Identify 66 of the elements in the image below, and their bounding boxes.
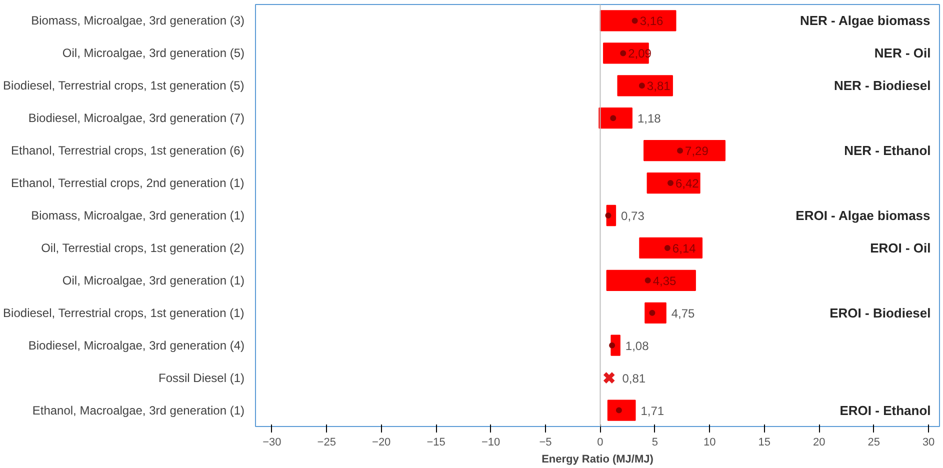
x-tick-label: 10 xyxy=(704,436,716,448)
y2-tick-label: EROI - Biodiesel xyxy=(830,305,931,320)
x-tick-label: −15 xyxy=(426,436,446,448)
x-tick-label: 5 xyxy=(652,436,658,448)
y2-tick-label: NER - Algae biomass xyxy=(800,13,930,28)
data-label: 0,73 xyxy=(621,209,645,223)
bar xyxy=(644,302,666,324)
point xyxy=(602,372,616,384)
bar xyxy=(600,10,676,32)
y-tick-label: Biomass, Microalgae, 3rd generation (1) xyxy=(31,208,245,222)
y-tick-label: Oil, Microalgae, 3rd generation (5) xyxy=(62,46,245,60)
bar xyxy=(606,270,696,291)
bar xyxy=(617,75,673,96)
bar xyxy=(644,140,726,162)
x-tick-label: −5 xyxy=(539,436,552,448)
y-tick-label: Ethanol, Macroalgae, 3rd generation (1) xyxy=(32,403,245,418)
y-tick-label: Ethanol, Terrestial crops, 2nd generation (1) xyxy=(11,176,244,190)
y2-tick-label: EROI - Oil xyxy=(870,240,931,256)
y-tick-label: Biodiesel, Microalgae, 3rd generation (4) xyxy=(28,338,245,352)
point xyxy=(644,277,651,284)
y2-tick-label: EROI - Ethanol xyxy=(840,402,931,418)
point xyxy=(610,115,616,122)
point xyxy=(664,244,670,251)
y-tick-label: Oil, Microalgae, 3rd generation (1) xyxy=(62,273,245,288)
point xyxy=(638,82,645,89)
y-tick-label: Fossil Diesel (1) xyxy=(158,370,245,385)
bar xyxy=(646,172,700,194)
x-tick-label: −20 xyxy=(372,436,391,448)
x-axis-title: Energy Ratio (MJ/MJ) xyxy=(542,454,654,466)
x-tick-label: 20 xyxy=(813,436,826,448)
x-tick-label: 30 xyxy=(922,436,935,448)
point xyxy=(677,148,684,154)
x-tick-label: −10 xyxy=(481,436,500,448)
data-label: 7,29 xyxy=(685,144,709,158)
x-tick-label: 15 xyxy=(758,436,771,448)
bar xyxy=(639,237,703,259)
data-label: 4,35 xyxy=(652,274,677,288)
x-tick-label: −25 xyxy=(317,436,336,448)
data-label: 0,81 xyxy=(622,371,646,386)
y-tick-label: Biodiesel, Terrestrial crops, 1st generation (1) xyxy=(3,306,244,320)
data-label: 6,14 xyxy=(672,241,696,256)
bar xyxy=(598,108,632,129)
y-tick-label: Biodiesel, Terrestrial crops, 1st generation (5) xyxy=(3,78,244,93)
y-tick-label: Biomass, Microalgae, 3rd generation (3) xyxy=(31,14,245,28)
x-tick-label: 25 xyxy=(868,436,880,448)
data-label: 6,42 xyxy=(675,176,700,191)
point xyxy=(620,50,626,56)
y-tick-label: Ethanol, Terrestrial crops, 1st generation (6) xyxy=(11,144,244,158)
x-tick-label: 0 xyxy=(597,436,604,448)
y2-tick-label: NER - Oil xyxy=(874,46,931,61)
point xyxy=(632,18,638,24)
x-tick-label: −30 xyxy=(262,436,282,448)
y-tick-label: Biodiesel, Microalgae, 3rd generation (7) xyxy=(28,111,245,126)
bar xyxy=(607,400,636,421)
data-label: 1,71 xyxy=(640,404,664,418)
y2-tick-label: NER - Biodiesel xyxy=(834,78,931,94)
y-tick-label: Oil, Terrestial crops, 1st generation (2) xyxy=(41,240,244,255)
point xyxy=(616,407,622,414)
data-label: 1,08 xyxy=(625,338,650,353)
data-label: 3,81 xyxy=(646,79,671,94)
y2-tick-label: EROI - Algae biomass xyxy=(796,208,930,223)
point xyxy=(667,180,674,186)
data-label: 4,75 xyxy=(671,306,696,320)
data-label: 1,18 xyxy=(637,112,662,126)
data-label: 3,16 xyxy=(640,14,664,28)
y2-tick-label: NER - Ethanol xyxy=(844,143,931,158)
